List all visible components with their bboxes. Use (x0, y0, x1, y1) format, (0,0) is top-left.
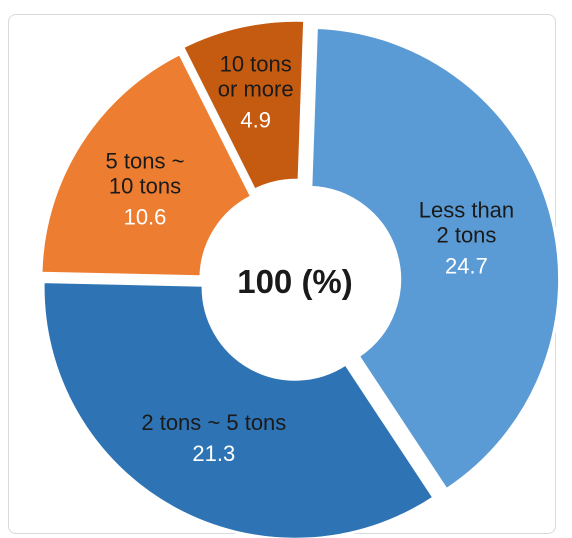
slice-value-label: 21.3 (192, 441, 235, 466)
center-label: 100 (%) (237, 263, 353, 300)
slice-label: 2 tons ~ 5 tons (141, 410, 286, 435)
slice-label: or more (218, 77, 294, 102)
slice-value-label: 10.6 (124, 204, 167, 229)
donut-slice (41, 280, 436, 538)
slice-label: 5 tons ~ (106, 148, 185, 173)
donut-slice (180, 18, 307, 193)
slice-label: Less than (419, 198, 514, 223)
slice-value-label: 4.9 (240, 108, 271, 133)
donut-slice (39, 51, 254, 279)
slice-label: 10 tons (220, 52, 292, 77)
donut-slice (309, 25, 562, 492)
slice-label: 10 tons (109, 173, 181, 198)
slice-value-label: 24.7 (445, 254, 488, 279)
slice-label: 2 tons (436, 223, 496, 248)
